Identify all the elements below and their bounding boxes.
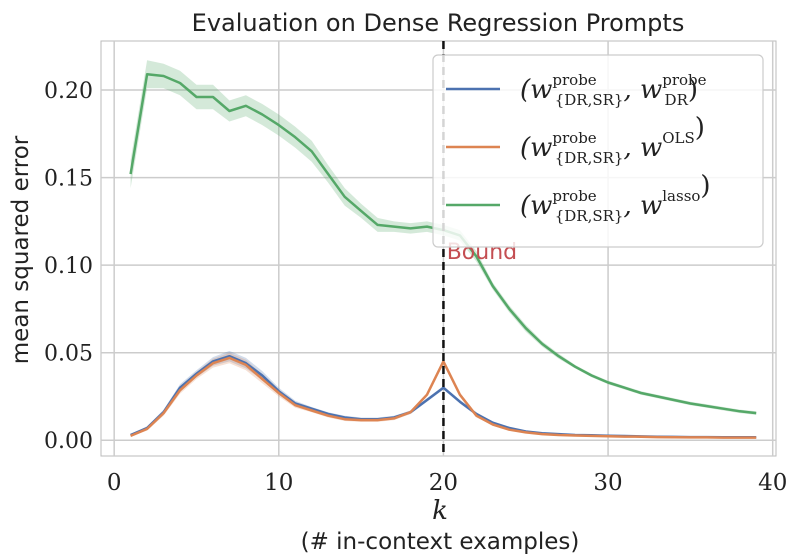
legend-entry: (wprobe {DR,SR}, wlasso) [520,171,711,225]
x-tick-label: 10 [264,470,293,496]
y-tick-label: 0.20 [44,79,93,104]
y-tick-label: 0.10 [44,254,93,279]
x-tick-label: 20 [429,470,458,496]
series-line [130,356,757,439]
x-axis-label: k [432,496,448,526]
x-tick-label: 0 [107,470,122,496]
legend-entry: (wprobe {DR,SR}, wprobe DR) [520,71,707,109]
y-tick-label: 0.15 [44,167,93,192]
y-axis-label: mean squared error [8,135,34,364]
y-tick-label: 0.05 [44,342,93,367]
chart-title: Evaluation on Dense Regression Prompts [192,9,685,37]
y-tick-labels: 0.00 0.05 0.10 0.15 0.20 [44,79,93,454]
x-tick-label: 40 [758,470,787,496]
x-axis-sublabel: (# in-context examples) [301,529,580,555]
legend: (wprobe {DR,SR}, wprobe DR) (wprobe {DR,SR},… [432,54,764,248]
y-tick-label: 0.00 [44,429,93,454]
x-tick-label: 30 [593,470,622,496]
legend-box [432,54,764,248]
legend-entry: (wprobe {DR,SR}, wOLS) [520,113,705,167]
x-tick-labels: 0 10 20 30 40 [107,470,787,496]
